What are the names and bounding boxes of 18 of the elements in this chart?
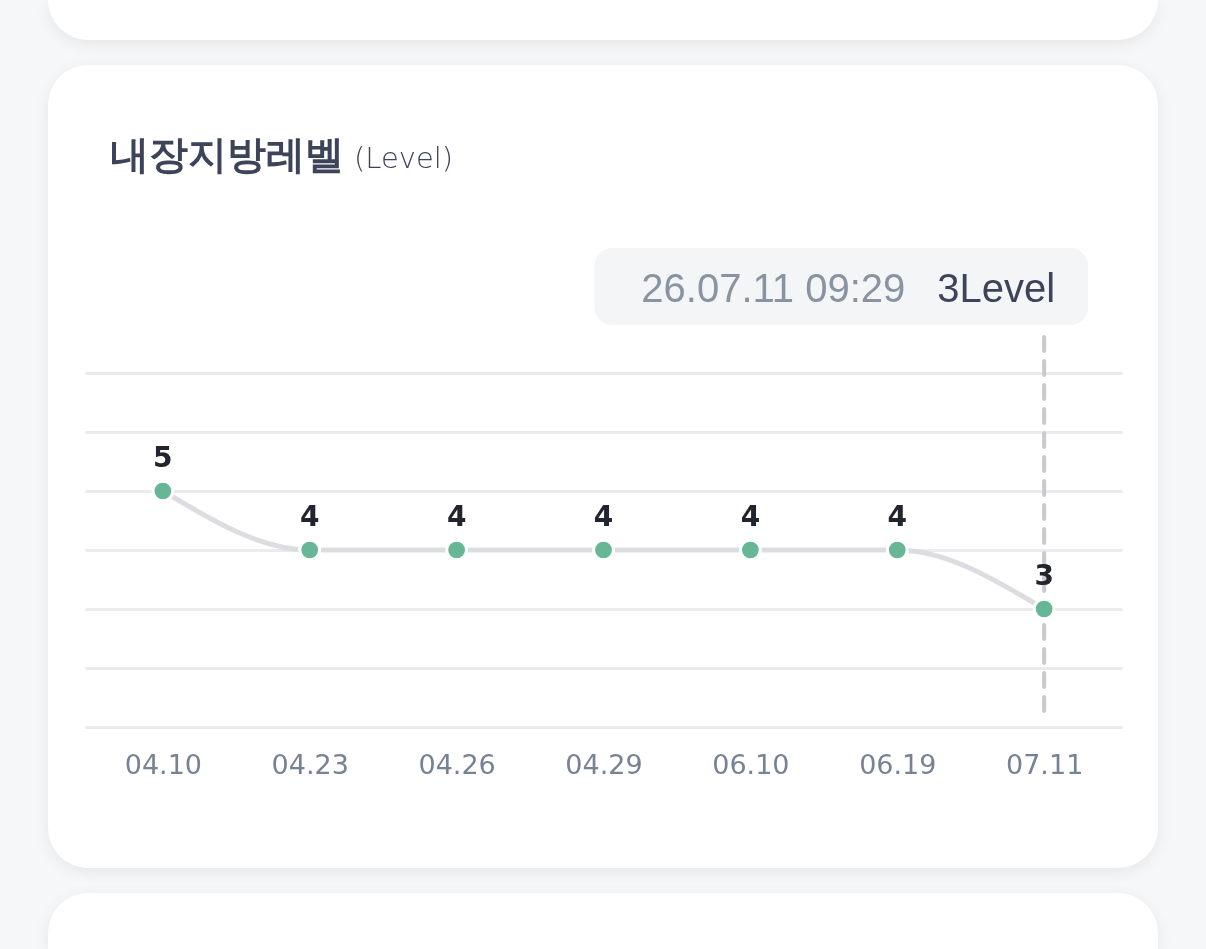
text: 3Level bbox=[937, 266, 1056, 310]
chart-title: 내장지방레벨 bbox=[110, 131, 344, 179]
x-tick-label: 06.19 bbox=[859, 748, 937, 780]
data-label: 4 bbox=[740, 500, 761, 533]
data-label: 5 bbox=[153, 441, 173, 474]
x-tick-label: 04.29 bbox=[565, 748, 643, 780]
data-label: 4 bbox=[593, 500, 614, 533]
data-label: 4 bbox=[446, 500, 467, 533]
text: 26.07.11 09:29 bbox=[641, 266, 906, 310]
x-tick-label: 04.10 bbox=[124, 748, 202, 780]
x-tick-label: 04.26 bbox=[418, 748, 496, 780]
data-label: 4 bbox=[299, 500, 320, 533]
data-label: 4 bbox=[887, 500, 908, 533]
x-tick-label: 07.11 bbox=[1006, 748, 1084, 780]
data-label: 3 bbox=[1034, 559, 1054, 592]
x-tick-label: 04.23 bbox=[271, 748, 349, 780]
chart-subtitle: (Level) bbox=[354, 141, 454, 175]
x-tick-label: 06.10 bbox=[712, 748, 790, 780]
